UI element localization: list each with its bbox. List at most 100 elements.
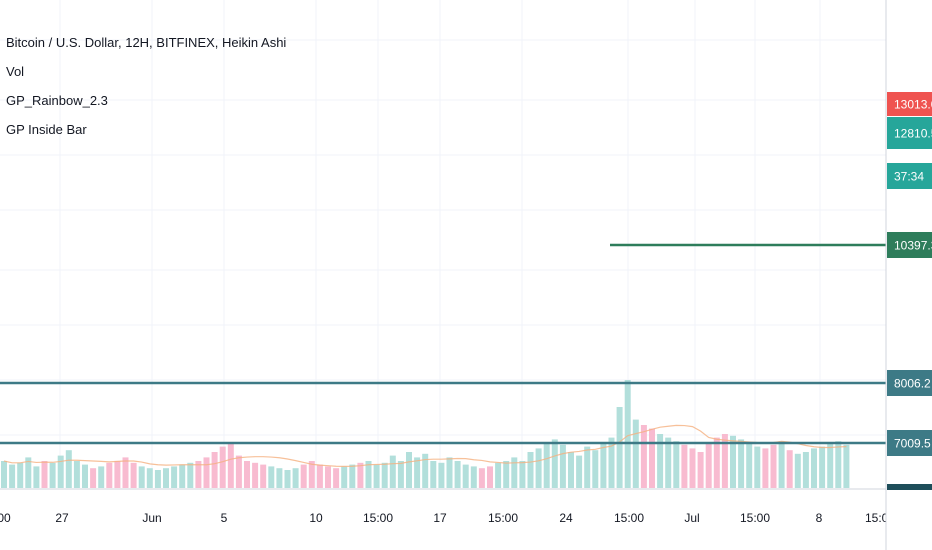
volume-bar (576, 455, 583, 488)
volume-bar (778, 441, 785, 488)
price-label-h3-bg (887, 430, 932, 456)
volume-bar (754, 446, 761, 488)
volume-bar (430, 461, 437, 488)
volume-bar (284, 470, 291, 488)
volume-bar (819, 446, 826, 488)
volume-bar (268, 466, 275, 488)
volume-bar (179, 464, 186, 488)
volume-bar (122, 457, 129, 488)
volume-bar (495, 462, 502, 488)
volume-bar (397, 461, 404, 488)
volume-bar (300, 464, 307, 488)
volume-bar (519, 461, 526, 488)
volume-bar (470, 466, 477, 488)
volume-bar (130, 462, 137, 488)
volume-bar (608, 437, 615, 488)
x-tick-label: 17 (433, 511, 447, 525)
volume-bar (681, 444, 688, 488)
volume-bar (1, 461, 7, 488)
volume-bar (730, 435, 736, 488)
x-tick-label: 24 (559, 511, 573, 525)
y-axis: 10000.014000.013013.012810.537:3410397.3… (885, 0, 932, 550)
volume-bar (389, 455, 396, 488)
volume-bar (244, 461, 250, 488)
price-label-h1-bg (887, 232, 932, 258)
legend-volume[interactable]: Vol (6, 64, 25, 79)
volume-bar (187, 462, 194, 488)
price-label-countdown-bg (887, 163, 932, 189)
volume-bar (527, 452, 534, 488)
volume-bar (770, 444, 777, 488)
volume-bar (316, 464, 323, 488)
volume-bar (163, 468, 169, 488)
volume-bar (446, 457, 453, 488)
x-axis: 00 27 Jun 5 10 15:00 17 15:00 24 15:00 Jul 15:00 8 15… (0, 488, 895, 525)
volume-bar (57, 455, 64, 488)
volume-bar (811, 448, 817, 488)
volume-bar (462, 464, 469, 488)
volume-bar (276, 468, 283, 488)
volume-bar (665, 437, 672, 488)
legend-inside-bar[interactable]: GP Inside Bar (6, 122, 87, 137)
volume-bar (414, 457, 421, 488)
x-tick-label: 00 (0, 511, 11, 525)
x-tick-label: 15:00 (740, 511, 770, 525)
volume-bar (341, 466, 348, 488)
legend-rainbow[interactable]: GP_Rainbow_2.3 (6, 93, 108, 108)
volume-bar (592, 450, 599, 488)
volume-bar (219, 446, 226, 488)
volume-bar (406, 452, 412, 488)
volume-bar (90, 468, 97, 488)
volume-bar (17, 462, 24, 488)
volume-bar (511, 457, 518, 488)
volume-bar (203, 457, 210, 488)
volume-bar (138, 466, 145, 488)
volume-bar (381, 462, 388, 488)
volume-bar (843, 444, 850, 488)
price-label-h3: 7009.5 (894, 437, 931, 451)
volume-bar (713, 437, 720, 488)
volume-bar (438, 462, 445, 488)
volume-bar (551, 439, 558, 488)
volume-axis-badge (887, 484, 932, 490)
volume-bar (373, 464, 380, 488)
volume-bar (154, 470, 161, 488)
volume-bar (535, 448, 542, 488)
price-label-h1: 10397.3 (894, 239, 932, 253)
volume-bar (746, 443, 753, 488)
volume-bar (640, 425, 647, 488)
volume-bar (786, 450, 793, 488)
price-label-countdown: 37:34 (894, 170, 924, 184)
volume-bar (235, 455, 242, 488)
price-label-current-bg (887, 92, 932, 116)
volume-bar (98, 466, 105, 488)
volume-bar (25, 457, 32, 488)
volume-bar (649, 428, 655, 488)
volume-bar (721, 434, 728, 488)
price-label-second-bg (887, 117, 932, 149)
volume-bar (559, 444, 566, 488)
volume-bar (487, 466, 493, 488)
x-tick-label: 10 (309, 511, 323, 525)
y-axis-bg (886, 0, 932, 550)
volume-bar (146, 468, 153, 488)
price-label-second: 12810.5 (894, 127, 932, 141)
volume-bar (308, 461, 315, 488)
volume-bar (260, 464, 267, 488)
volume-bar (673, 441, 680, 488)
volume-bar (252, 462, 259, 488)
x-tick-label: 15:00 (363, 511, 393, 525)
volume-bar (82, 464, 88, 488)
volume-bar (762, 448, 769, 488)
volume-bar (9, 464, 16, 488)
volume-bar (802, 452, 809, 488)
volume-bar (365, 461, 372, 488)
volume-bar (827, 443, 834, 488)
volume-bar (705, 443, 712, 488)
volume-bar (454, 461, 461, 488)
volume-bar (65, 450, 72, 488)
volume-bar (211, 452, 218, 488)
legend-symbol[interactable]: Bitcoin / U.S. Dollar, 12H, BITFINEX, He… (6, 35, 287, 50)
volume-ma (3, 424, 847, 468)
